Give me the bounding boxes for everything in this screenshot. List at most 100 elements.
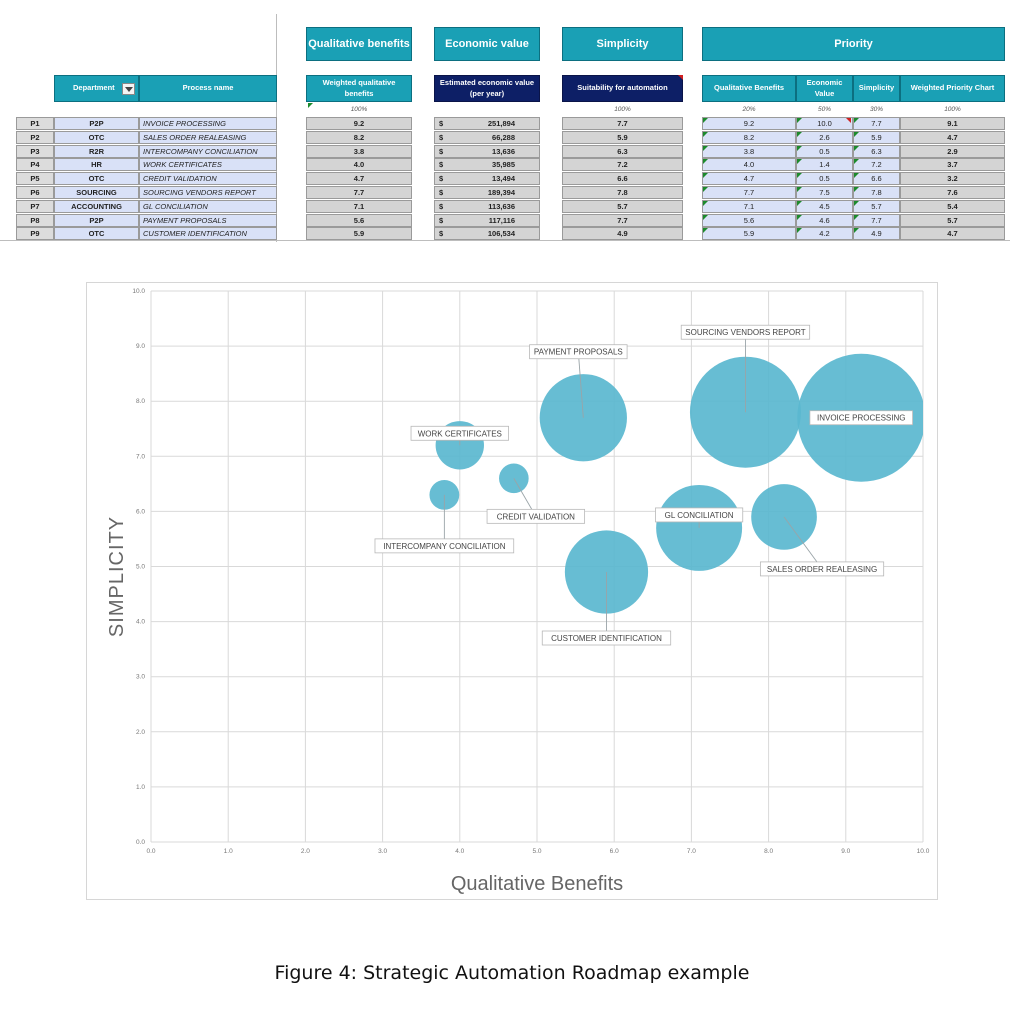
row-economic-value[interactable]: $117,116: [434, 213, 540, 227]
row-department[interactable]: R2R: [54, 144, 139, 158]
row-department[interactable]: P2P: [54, 213, 139, 227]
filter-dropdown-icon[interactable]: [122, 83, 135, 95]
row-weighted-qual[interactable]: 5.6: [306, 213, 412, 227]
row-priority-simp[interactable]: 7.2: [853, 158, 900, 172]
row-economic-value[interactable]: $13,494: [434, 172, 540, 186]
row-id[interactable]: P4: [16, 158, 54, 172]
row-priority-qual[interactable]: 5.9: [702, 227, 796, 241]
row-priority-econ[interactable]: 2.6: [796, 130, 853, 144]
row-id[interactable]: P2: [16, 130, 54, 144]
row-economic-value[interactable]: $66,288: [434, 130, 540, 144]
row-suitability[interactable]: 5.7: [562, 199, 683, 213]
row-priority-qual[interactable]: 4.7: [702, 172, 796, 186]
row-economic-value[interactable]: $189,394: [434, 186, 540, 199]
row-department[interactable]: OTC: [54, 130, 139, 144]
row-economic-value[interactable]: $251,894: [434, 117, 540, 130]
row-id[interactable]: P1: [16, 117, 54, 130]
row-priority-qual[interactable]: 8.2: [702, 130, 796, 144]
row-economic-value[interactable]: $113,636: [434, 199, 540, 213]
row-department[interactable]: OTC: [54, 172, 139, 186]
economic-amount: 251,894: [487, 119, 515, 128]
row-priority-qual[interactable]: 7.1: [702, 199, 796, 213]
row-priority-simp[interactable]: 6.3: [853, 144, 900, 158]
row-department[interactable]: SOURCING: [54, 186, 139, 199]
row-process-name[interactable]: CREDIT VALIDATION: [139, 172, 277, 186]
row-suitability[interactable]: 4.9: [562, 227, 683, 241]
row-id[interactable]: P3: [16, 144, 54, 158]
row-process-name[interactable]: SALES ORDER REALEASING: [139, 130, 277, 144]
row-priority-simp[interactable]: 5.7: [853, 199, 900, 213]
row-suitability[interactable]: 7.8: [562, 186, 683, 199]
row-department[interactable]: P2P: [54, 117, 139, 130]
row-process-name[interactable]: CUSTOMER IDENTIFICATION: [139, 227, 277, 241]
row-id[interactable]: P9: [16, 227, 54, 241]
row-priority-qual[interactable]: 3.8: [702, 144, 796, 158]
row-priority-econ[interactable]: 1.4: [796, 158, 853, 172]
row-process-name[interactable]: PAYMENT PROPOSALS: [139, 213, 277, 227]
row-id[interactable]: P6: [16, 186, 54, 199]
row-suitability[interactable]: 6.3: [562, 144, 683, 158]
row-id[interactable]: P8: [16, 213, 54, 227]
data-label: PAYMENT PROPOSALS: [534, 348, 623, 357]
row-department[interactable]: ACCOUNTING: [54, 199, 139, 213]
column-header-estimated-economic: Estimated economic value (per year): [434, 75, 540, 102]
row-weighted-priority[interactable]: 5.7: [900, 213, 1005, 227]
data-label-box: [759, 561, 885, 577]
row-priority-qual[interactable]: 5.6: [702, 213, 796, 227]
row-department[interactable]: HR: [54, 158, 139, 172]
row-priority-econ[interactable]: 0.5: [796, 172, 853, 186]
row-suitability[interactable]: 5.9: [562, 130, 683, 144]
row-weighted-qual[interactable]: 4.7: [306, 172, 412, 186]
row-process-name[interactable]: INTERCOMPANY CONCILIATION: [139, 144, 277, 158]
row-department[interactable]: OTC: [54, 227, 139, 241]
row-priority-simp[interactable]: 7.7: [853, 117, 900, 130]
row-priority-econ[interactable]: 7.5: [796, 186, 853, 199]
row-weighted-priority[interactable]: 2.9: [900, 144, 1005, 158]
row-process-name[interactable]: GL CONCILIATION: [139, 199, 277, 213]
row-weighted-priority[interactable]: 3.2: [900, 172, 1005, 186]
row-priority-simp[interactable]: 5.9: [853, 130, 900, 144]
row-weighted-priority[interactable]: 3.7: [900, 158, 1005, 172]
row-weighted-priority[interactable]: 5.4: [900, 199, 1005, 213]
row-suitability[interactable]: 7.7: [562, 213, 683, 227]
row-priority-simp[interactable]: 6.6: [853, 172, 900, 186]
row-weighted-priority[interactable]: 4.7: [900, 227, 1005, 241]
row-priority-qual[interactable]: 7.7: [702, 186, 796, 199]
row-suitability[interactable]: 6.6: [562, 172, 683, 186]
row-id[interactable]: P5: [16, 172, 54, 186]
row-priority-econ[interactable]: 10.0: [796, 117, 853, 130]
row-weighted-qual[interactable]: 4.0: [306, 158, 412, 172]
row-weighted-priority[interactable]: 9.1: [900, 117, 1005, 130]
row-weighted-qual[interactable]: 3.8: [306, 144, 412, 158]
row-priority-econ[interactable]: 4.5: [796, 199, 853, 213]
row-process-name[interactable]: SOURCING VENDORS REPORT: [139, 186, 277, 199]
row-id[interactable]: P7: [16, 199, 54, 213]
currency-symbol: $: [439, 201, 444, 211]
row-priority-econ[interactable]: 0.5: [796, 144, 853, 158]
row-process-name[interactable]: INVOICE PROCESSING: [139, 117, 277, 130]
row-priority-simp[interactable]: 4.9: [853, 227, 900, 241]
row-weighted-qual[interactable]: 5.9: [306, 227, 412, 241]
row-weighted-qual[interactable]: 8.2: [306, 130, 412, 144]
column-header-priority-qualitative: Qualitative Benefits: [702, 75, 796, 102]
row-process-name[interactable]: WORK CERTIFICATES: [139, 158, 277, 172]
row-weighted-priority[interactable]: 7.6: [900, 186, 1005, 199]
row-priority-qual[interactable]: 9.2: [702, 117, 796, 130]
row-weighted-qual[interactable]: 9.2: [306, 117, 412, 130]
row-economic-value[interactable]: $106,534: [434, 227, 540, 241]
row-priority-econ[interactable]: 4.6: [796, 213, 853, 227]
row-priority-qual[interactable]: 4.0: [702, 158, 796, 172]
row-weighted-qual[interactable]: 7.7: [306, 186, 412, 199]
row-priority-simp[interactable]: 7.8: [853, 186, 900, 199]
note-marker: [854, 173, 859, 179]
row-suitability[interactable]: 7.2: [562, 158, 683, 172]
row-weighted-priority[interactable]: 4.7: [900, 130, 1005, 144]
row-priority-econ[interactable]: 4.2: [796, 227, 853, 241]
note-marker: [854, 131, 859, 137]
row-suitability[interactable]: 7.7: [562, 117, 683, 130]
row-priority-simp[interactable]: 7.7: [853, 213, 900, 227]
row-weighted-qual[interactable]: 7.1: [306, 199, 412, 213]
row-economic-value[interactable]: $13,636: [434, 144, 540, 158]
row-economic-value[interactable]: $35,985: [434, 158, 540, 172]
note-marker: [703, 131, 708, 137]
